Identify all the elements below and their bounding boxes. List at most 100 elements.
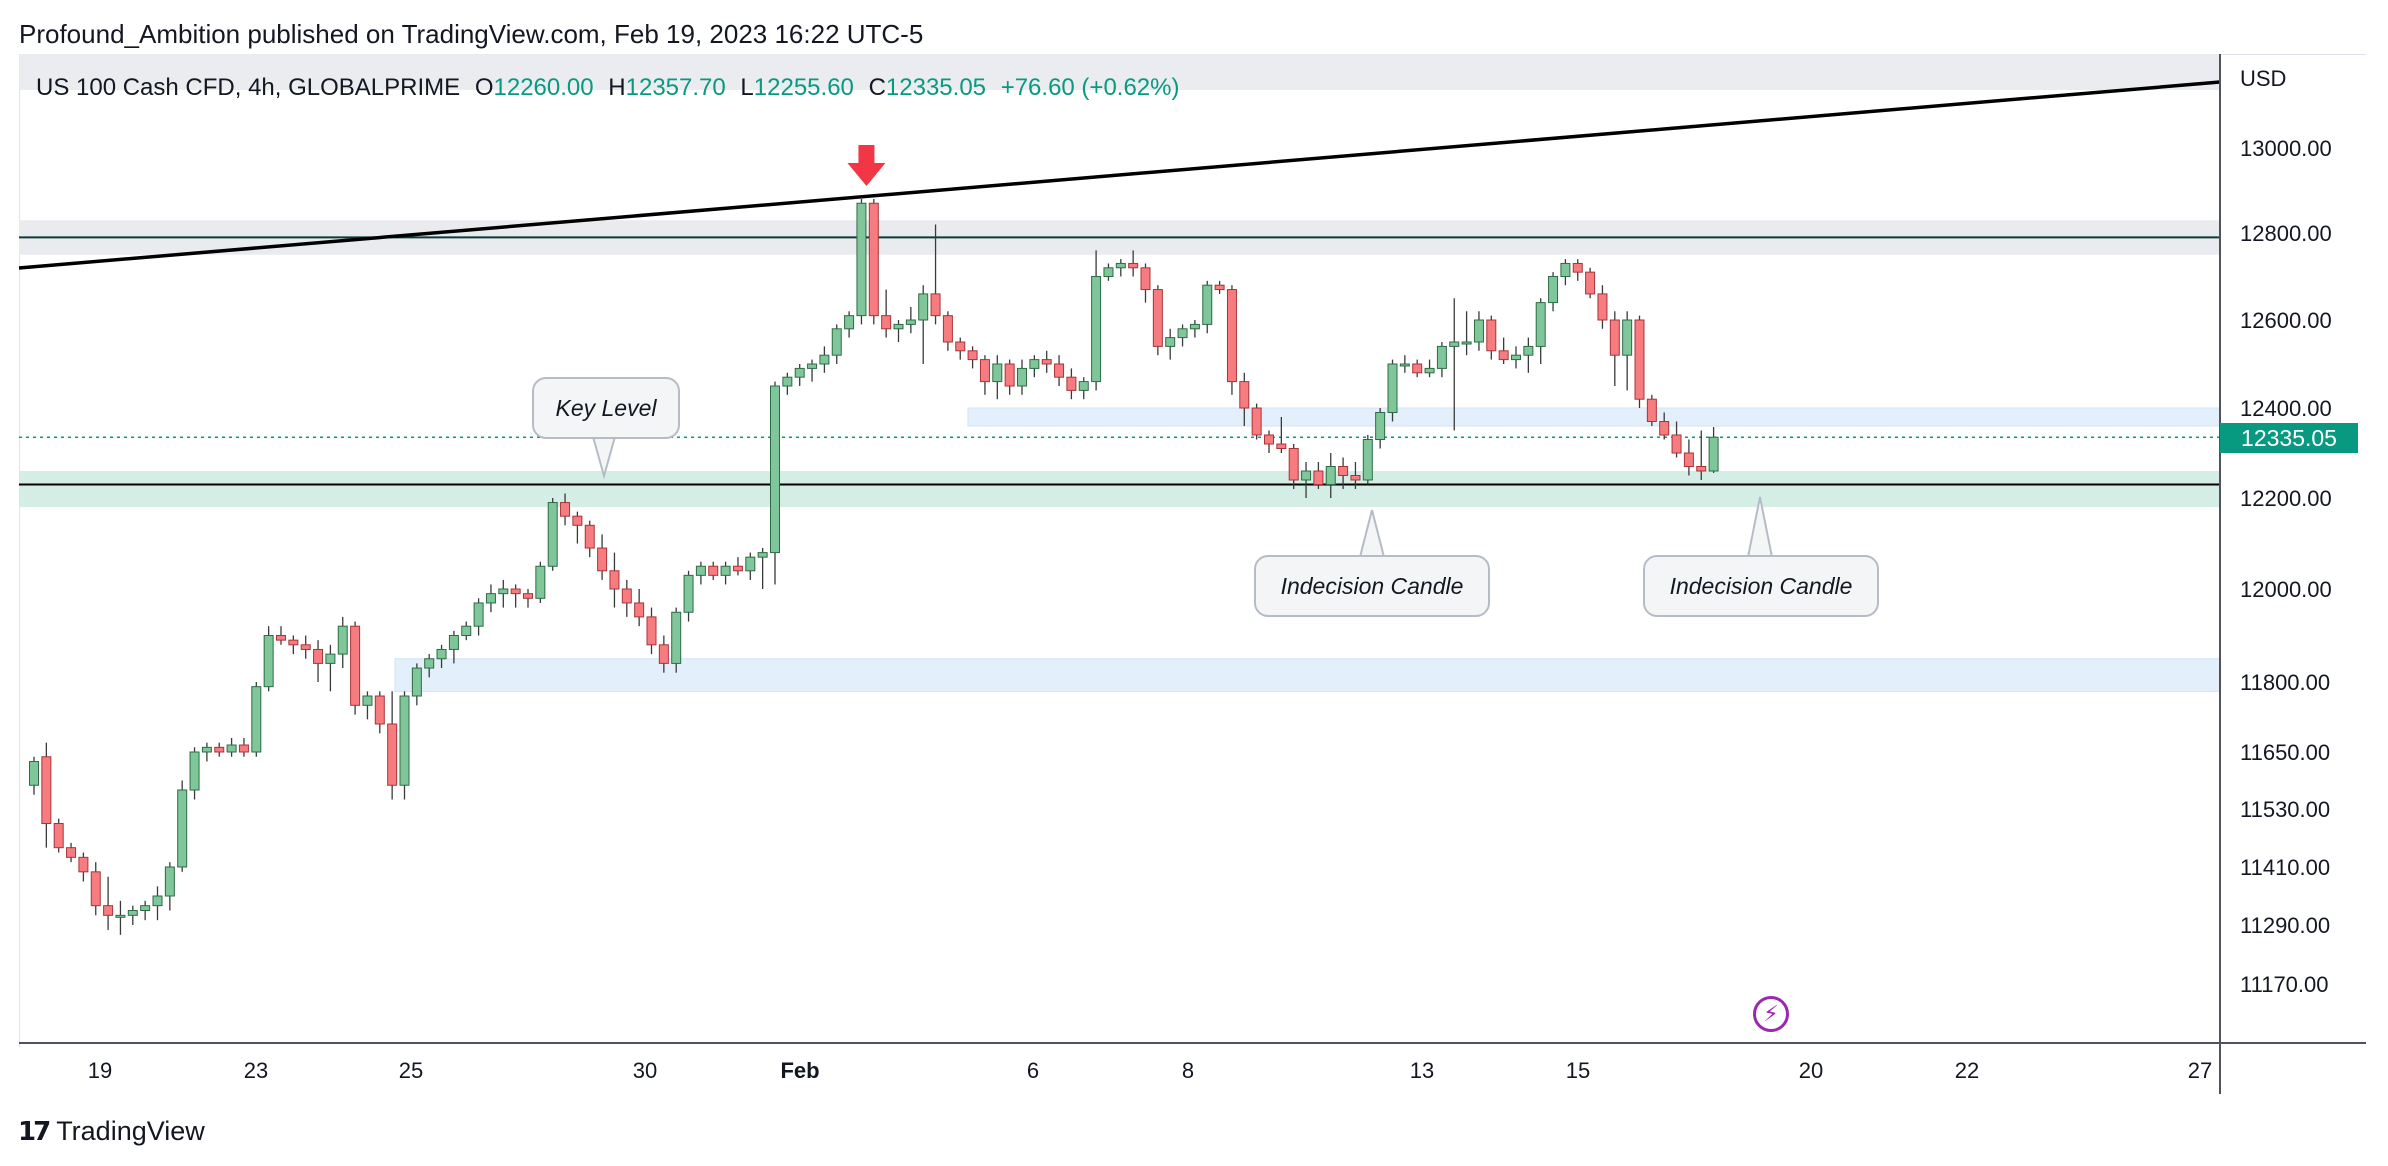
candle-body: [1548, 276, 1559, 304]
candle-body: [1461, 341, 1472, 345]
candle-body: [1078, 381, 1089, 391]
candle-body: [634, 602, 645, 618]
lightning-icon[interactable]: ⚡: [1753, 996, 1789, 1032]
candle-body: [1140, 267, 1151, 291]
candle-body: [1646, 398, 1657, 423]
candle-body: [1239, 381, 1250, 409]
candle-body: [1313, 470, 1324, 485]
candle-body: [362, 695, 373, 706]
candle-body: [671, 611, 682, 664]
candle-body: [1251, 407, 1262, 436]
candle-body: [918, 293, 929, 321]
candle-body: [177, 789, 188, 868]
candle-body: [757, 552, 768, 558]
y-tick-label: 12800.00: [2240, 221, 2332, 246]
published-header: Profound_Ambition published on TradingVi…: [19, 19, 924, 49]
key-level-pointer: [590, 432, 618, 480]
candle-body: [325, 653, 336, 664]
x-tick-label: 23: [244, 1058, 268, 1083]
candle-body: [609, 570, 620, 590]
candle-body: [164, 866, 175, 897]
candle-body: [485, 593, 496, 604]
candle-body: [1473, 319, 1484, 343]
y-tick-label: 11290.00: [2240, 913, 2330, 938]
x-tick-label: 19: [88, 1058, 112, 1083]
candle-body: [1424, 367, 1435, 374]
candle-body: [1609, 319, 1620, 356]
indecision-label-1: Indecision Candle: [1280, 573, 1464, 599]
candle-body: [683, 574, 694, 613]
open-label: O: [474, 74, 494, 101]
y-tick-label: 12000.00: [2240, 577, 2332, 602]
candle-body: [226, 744, 237, 753]
low-value: 12255.60: [753, 74, 854, 101]
candle-body: [1362, 439, 1373, 481]
candle-body: [238, 744, 249, 753]
candle-body: [1202, 284, 1213, 325]
candle-body: [115, 914, 126, 918]
candle-body: [930, 293, 941, 317]
candle-body: [584, 524, 595, 549]
candle-body: [1017, 367, 1027, 387]
candle-body: [374, 695, 385, 725]
ohlc-legend: US 100 Cash CFD, 4h, GLOBALPRIME O12260.…: [36, 74, 1187, 102]
candle-body: [473, 602, 484, 627]
candle-body: [1091, 276, 1102, 383]
candle-body: [597, 547, 608, 572]
candle-body: [1103, 267, 1114, 277]
candle-body: [1449, 341, 1460, 347]
candle-body: [955, 341, 966, 352]
candle-body: [1301, 470, 1312, 481]
change-value: +76.60 (+0.62%): [1000, 74, 1180, 101]
candle-body: [201, 746, 212, 753]
indecision-callout-2[interactable]: Indecision Candle: [1643, 555, 1879, 617]
candle-body: [1412, 363, 1423, 374]
candle-body: [140, 905, 151, 912]
candle-body: [337, 625, 348, 655]
indecision-pointer-1: [1358, 509, 1386, 558]
candle-body: [1115, 262, 1126, 269]
x-tick-label: 8: [1182, 1058, 1194, 1083]
y-tick-label: 12200.00: [2240, 486, 2332, 511]
candle-body: [547, 502, 558, 567]
candle-body: [1387, 363, 1398, 413]
indecision-callout-1[interactable]: Indecision Candle: [1254, 555, 1490, 617]
y-tick-label: 11170.00: [2240, 972, 2329, 997]
candle-body: [794, 367, 805, 378]
candle-body: [78, 856, 89, 873]
key-level-label: Key Level: [555, 395, 657, 421]
candle-body: [831, 328, 842, 356]
candle-body: [313, 648, 324, 664]
candle-body: [1436, 345, 1447, 369]
candle-body: [1214, 284, 1225, 291]
brand-name: TradingView: [56, 1116, 205, 1146]
candle-body: [1683, 452, 1694, 467]
trendline: [18, 80, 2221, 270]
y-tick-label: 12400.00: [2240, 396, 2332, 421]
y-tick-label: 13000.00: [2240, 136, 2332, 161]
candle-body: [1399, 363, 1410, 367]
candle-body: [1338, 466, 1349, 476]
tradingview-logo[interactable]: 17 TradingView: [18, 1116, 205, 1147]
candle-body: [979, 359, 990, 383]
key-level-callout[interactable]: Key Level: [532, 377, 680, 439]
symbol-name[interactable]: US 100 Cash CFD, 4h, GLOBALPRIME: [36, 74, 461, 101]
candle-body: [387, 723, 398, 786]
candle-body: [782, 376, 793, 387]
indecision-label-2: Indecision Candle: [1669, 573, 1853, 599]
candle-body: [103, 905, 114, 916]
candle-body: [1708, 436, 1719, 472]
zone-4: [19, 471, 2220, 508]
candle-body: [905, 319, 916, 325]
x-tick-label: 15: [1566, 1058, 1590, 1083]
candle-body: [263, 635, 274, 688]
candle-body: [29, 761, 39, 786]
candle-body: [424, 658, 435, 669]
candle-body: [214, 746, 225, 753]
zone-5: [967, 407, 2221, 427]
candle-body: [1634, 319, 1645, 400]
candle-body: [1226, 289, 1237, 383]
candle-body: [708, 565, 719, 576]
candle-body: [1066, 376, 1077, 391]
